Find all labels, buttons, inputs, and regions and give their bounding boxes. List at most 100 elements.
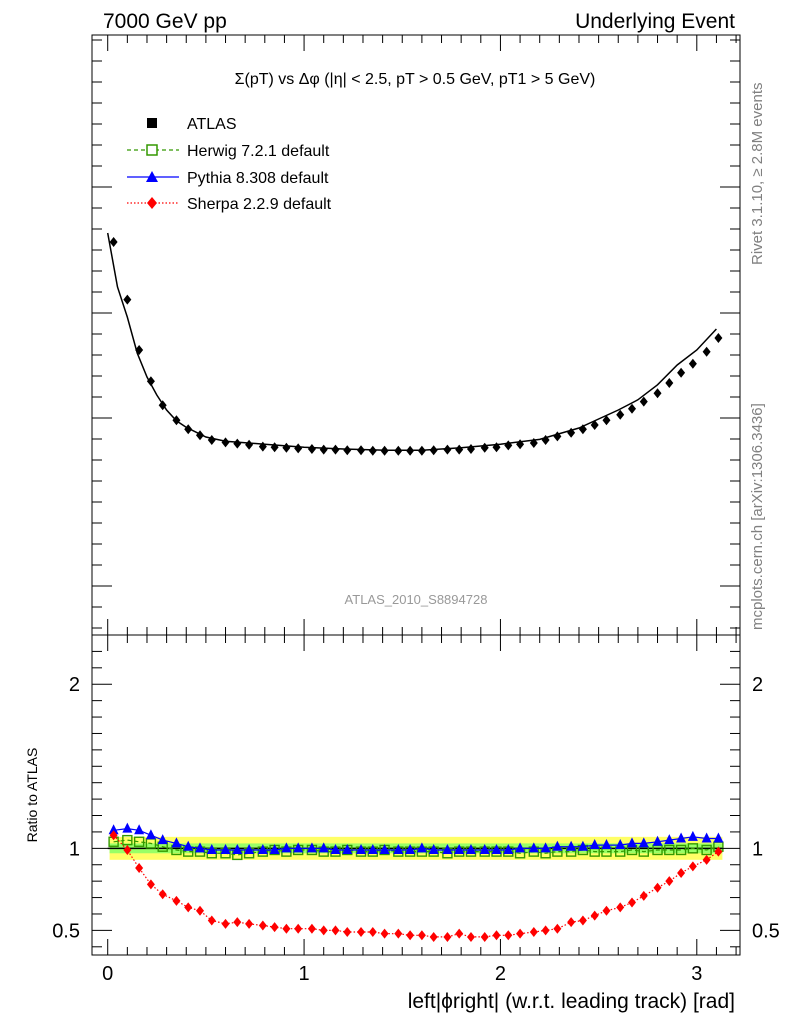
ratio-point-sherpa	[714, 846, 723, 857]
ratio-point-sherpa	[417, 930, 426, 941]
ratio-point-pythia	[479, 843, 490, 854]
legend-marker-sherpa	[147, 197, 157, 209]
ratio-point-pythia	[687, 830, 698, 841]
ratio-point-pythia	[269, 843, 280, 854]
ratio-point-pythia	[367, 843, 378, 854]
ratio-point-sherpa	[553, 923, 562, 934]
atlas-data-point	[443, 444, 452, 455]
ratio-point-sherpa	[158, 889, 167, 900]
atlas-data-point	[406, 445, 415, 456]
atlas-data-point	[357, 445, 366, 456]
x-tick-label: 2	[495, 963, 506, 985]
atlas-data-point	[688, 358, 697, 369]
atlas-data-point	[196, 430, 204, 441]
ratio-point-pythia	[356, 843, 367, 854]
ratio-point-pythia	[638, 837, 649, 848]
atlas-data-point	[504, 440, 513, 451]
ratio-point-pythia	[293, 842, 304, 853]
x-tick-label: 0	[102, 963, 113, 985]
ratio-point-pythia	[220, 843, 231, 854]
ratio-plot-area	[107, 822, 724, 942]
ratio-point-pythia	[528, 842, 539, 853]
mcplots-label: mcplots.cern.ch [arXiv:1306.3436]	[749, 403, 766, 630]
ratio-point-sherpa	[207, 915, 216, 926]
atlas-data-point	[380, 445, 389, 456]
ratio-point-pythia	[454, 843, 465, 854]
ratio-point-pythia	[577, 840, 588, 851]
ratio-point-pythia	[515, 842, 526, 853]
atlas-data-point	[343, 445, 352, 456]
ratio-point-sherpa	[343, 927, 352, 938]
header-right: Underlying Event	[575, 10, 735, 33]
atlas-data-point	[123, 294, 132, 305]
legend-marker-atlas	[147, 118, 157, 128]
atlas-data-point	[158, 400, 167, 411]
atlas-data-point	[146, 376, 155, 387]
ratio-point-sherpa	[429, 931, 438, 942]
atlas-data-point	[221, 437, 230, 448]
atlas-data-point	[282, 442, 291, 453]
ratio-point-pythia	[566, 840, 577, 851]
legend-label-atlas: ATLAS	[187, 116, 237, 133]
atlas-data-point	[172, 415, 181, 426]
ratio-point-pythia	[540, 842, 551, 853]
ratio-point-pythia	[257, 843, 268, 854]
ratio-y-tick-label: 2	[69, 674, 80, 696]
ratio-point-sherpa	[331, 925, 340, 936]
atlas-data-point	[553, 431, 562, 442]
ratio-point-sherpa	[639, 890, 648, 901]
ratio-point-pythia	[393, 843, 404, 854]
legend-label-herwig: Herwig 7.2.1 default	[187, 143, 330, 160]
header-left: 7000 GeV pp	[103, 10, 227, 33]
legend-marker-herwig	[146, 144, 158, 156]
ratio-point-sherpa	[184, 902, 193, 913]
ratio-point-pythia	[552, 840, 563, 851]
ratio-point-sherpa	[146, 879, 155, 890]
ratio-point-pythia	[442, 843, 453, 854]
ratio-point-herwig	[687, 843, 699, 854]
ratio-point-sherpa	[541, 925, 550, 936]
legend: ATLAS Herwig 7.2.1 default Pythia 8.308 …	[127, 116, 332, 213]
ratio-point-sherpa	[109, 830, 118, 841]
ratio-point-sherpa	[504, 930, 513, 941]
main-x-ticks	[107, 35, 737, 635]
ratio-point-sherpa	[245, 918, 254, 929]
atlas-data-point	[417, 445, 426, 456]
ratio-point-sherpa	[307, 923, 316, 934]
ratio-point-pythia	[244, 843, 255, 854]
ratio-point-herwig	[664, 844, 675, 856]
atlas-data-point	[602, 415, 611, 426]
atlas-data-point	[319, 444, 328, 455]
ratio-point-sherpa	[258, 920, 267, 931]
ratio-point-sherpa	[368, 927, 377, 938]
atlas-data-point	[529, 438, 538, 448]
ratio-point-pythia	[171, 837, 182, 848]
atlas-data-point	[270, 442, 279, 453]
ratio-point-sherpa	[455, 928, 464, 939]
atlas-data-point	[245, 439, 254, 450]
ratio-point-sherpa	[567, 917, 576, 928]
ratio-point-herwig	[122, 834, 133, 846]
ratio-point-sherpa	[529, 927, 538, 938]
main-panel: Σ(pT) vs Δφ (|η| < 2.5, pT > 0.5 GeV, pT…	[91, 34, 741, 636]
atlas-data-point	[135, 345, 144, 355]
ratio-point-pythia	[318, 842, 329, 853]
ratio-point-pythia	[122, 822, 133, 833]
ratio-point-pythia	[342, 843, 353, 854]
ratio-point-pythia	[330, 843, 341, 854]
ratio-point-sherpa	[282, 923, 291, 934]
atlas-data-point	[492, 442, 501, 453]
ratio-point-sherpa	[602, 905, 611, 916]
ratio-point-pythia	[652, 835, 663, 846]
ratio-point-sherpa	[172, 895, 181, 906]
ratio-y-tick-label-right: 2	[752, 674, 763, 696]
ratio-y-tick-label: 0.5	[52, 920, 80, 942]
ratio-point-pythia	[627, 837, 637, 848]
ratio-point-sherpa	[653, 882, 662, 893]
ratio-point-sherpa	[394, 928, 403, 939]
legend-label-sherpa: Sherpa 2.2.9 default	[187, 196, 332, 213]
ratio-point-pythia	[428, 843, 439, 854]
ratio-point-pythia	[206, 843, 217, 854]
ratio-point-sherpa	[516, 928, 525, 939]
